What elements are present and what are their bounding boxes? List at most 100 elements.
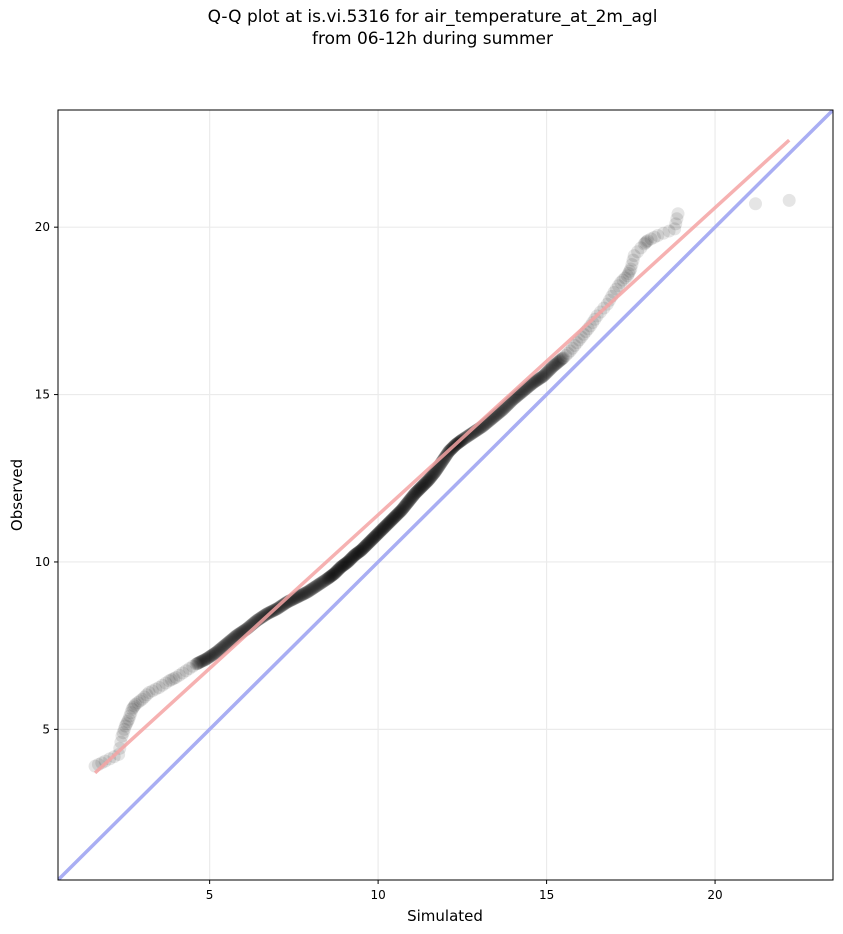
quantile-point — [341, 555, 355, 569]
quantile-point — [191, 656, 205, 670]
quantile-point — [304, 583, 318, 597]
quantile-point — [336, 559, 350, 573]
quantile-point — [219, 638, 233, 652]
quantile-point — [463, 428, 477, 441]
quantile-point — [626, 253, 640, 267]
quantile-point — [423, 471, 437, 485]
quantile-point — [351, 545, 365, 559]
quantile-point — [306, 581, 320, 595]
quantile-point — [403, 492, 417, 506]
quantile-point — [360, 538, 374, 552]
quantile-point — [349, 547, 363, 561]
quantile-point — [525, 376, 539, 390]
quantile-point — [358, 540, 372, 554]
quantile-point — [386, 512, 400, 526]
quantile-point — [782, 193, 796, 207]
quantile-point — [313, 576, 327, 590]
quantile-point — [217, 639, 231, 653]
quantile-point — [322, 571, 336, 585]
quantile-point — [222, 635, 236, 649]
quantile-point — [330, 564, 344, 578]
quantile-point — [340, 555, 354, 569]
quantile-point — [415, 479, 429, 493]
quantile-point — [551, 355, 565, 369]
quantile-point — [391, 506, 405, 520]
quantile-point — [292, 589, 306, 603]
quantile-point — [276, 598, 290, 612]
quantile-point — [528, 374, 542, 388]
x-tick-label: 5 — [206, 888, 214, 902]
quantile-point — [323, 570, 337, 584]
quantile-point — [359, 538, 373, 552]
quantile-point — [325, 568, 339, 582]
quantile-point — [390, 507, 404, 521]
quantile-point — [179, 664, 193, 678]
quantile-point — [333, 561, 347, 575]
quantile-point — [528, 375, 542, 389]
quantile-point — [520, 381, 534, 395]
quantile-point — [327, 567, 341, 581]
quantile-point — [191, 656, 205, 670]
quantile-point — [427, 466, 441, 480]
quantile-point — [563, 344, 577, 358]
quantile-point — [427, 466, 441, 480]
quantile-point — [384, 514, 398, 528]
quantile-point — [196, 654, 210, 668]
quantile-point — [429, 464, 443, 478]
quantile-point — [627, 249, 641, 263]
quantile-point — [371, 527, 385, 541]
quantile-point — [396, 502, 410, 516]
quantile-point — [214, 641, 228, 655]
quantile-point — [669, 217, 683, 231]
quantile-point — [297, 587, 311, 601]
quantile-point — [331, 563, 345, 577]
regression-line — [93, 138, 791, 775]
quantile-point — [424, 470, 438, 484]
x-axis-label: Simulated — [407, 907, 483, 925]
quantile-point — [213, 642, 227, 656]
quantile-point — [614, 275, 628, 289]
quantile-point — [381, 517, 395, 531]
quantile-point — [133, 694, 147, 708]
quantile-point — [135, 692, 149, 706]
quantile-point — [221, 636, 235, 650]
quantile-point — [303, 584, 317, 598]
quantile-point — [310, 578, 324, 592]
quantile-point — [527, 375, 541, 389]
quantile-point — [159, 676, 173, 690]
quantile-point — [403, 493, 417, 507]
quantile-point — [274, 599, 288, 613]
quantile-point — [406, 489, 420, 503]
quantile-point — [399, 498, 413, 512]
quantile-point — [519, 382, 533, 396]
quantile-point — [396, 501, 410, 515]
quantile-point — [366, 532, 380, 546]
quantile-point — [131, 696, 145, 710]
quantile-point — [402, 494, 416, 508]
quantile-point — [256, 610, 270, 624]
quantile-point — [345, 551, 359, 565]
quantile-point — [376, 521, 390, 535]
quantile-point — [374, 524, 388, 538]
quantile-point — [535, 370, 549, 384]
quantile-point — [411, 484, 425, 498]
quantile-point — [616, 273, 630, 287]
quantile-point — [374, 524, 388, 538]
quantile-point — [638, 236, 652, 250]
quantile-point — [410, 484, 424, 498]
quantile-point — [328, 566, 342, 580]
quantile-point — [215, 641, 229, 655]
axis-ticks: 5 10 15 20 5 10 15 20 — [35, 220, 723, 902]
quantile-point — [361, 537, 375, 551]
quantile-point — [530, 373, 544, 387]
quantile-point — [623, 264, 637, 278]
quantile-point — [523, 378, 537, 392]
quantile-point — [354, 544, 368, 558]
quantile-point — [407, 488, 421, 502]
figure-title: Q-Q plot at is.vi.5316 for air_temperatu… — [0, 6, 843, 50]
quantile-point — [293, 589, 307, 603]
quantile-point — [127, 699, 141, 713]
quantile-point — [394, 504, 408, 518]
quantile-point — [329, 565, 343, 579]
quantile-point — [301, 585, 315, 599]
